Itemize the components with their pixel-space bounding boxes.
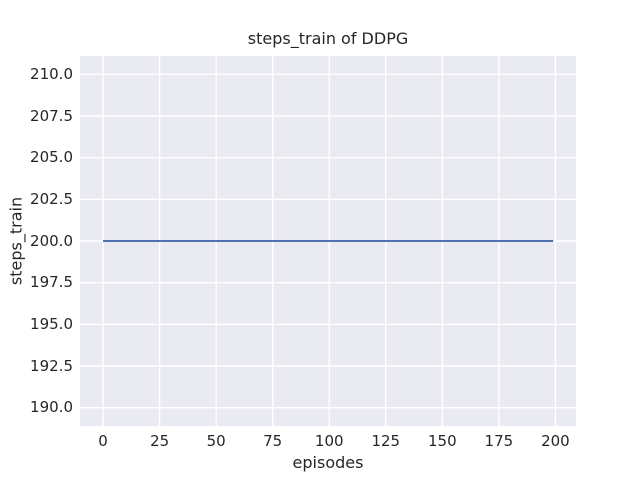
- y-tick-label: 195.0: [30, 314, 73, 333]
- x-tick-label: 25: [150, 432, 170, 450]
- x-axis-label: episodes: [292, 453, 364, 472]
- y-tick-label: 190.0: [30, 398, 73, 417]
- x-tick-label: 175: [484, 432, 514, 450]
- plot-svg: [80, 56, 576, 426]
- x-tick-label: 150: [428, 432, 457, 450]
- x-tick-label: 50: [206, 432, 226, 450]
- y-tick-label: 197.5: [30, 273, 73, 292]
- y-tick-label: 200.0: [30, 231, 73, 250]
- x-tick-label: 200: [541, 432, 570, 450]
- x-tick-label: 0: [98, 432, 108, 450]
- y-tick-label: 205.0: [30, 148, 73, 167]
- x-tick-label: 125: [371, 432, 401, 450]
- y-tick-label: 202.5: [30, 189, 73, 208]
- x-tick-label: 75: [263, 432, 283, 450]
- plot-area: [80, 56, 576, 426]
- x-tick-label: 100: [314, 432, 344, 450]
- y-tick-label: 192.5: [30, 356, 73, 375]
- chart-title: steps_train of DDPG: [247, 29, 409, 48]
- y-tick-label: 210.0: [30, 64, 73, 83]
- y-tick-label: 207.5: [30, 106, 73, 125]
